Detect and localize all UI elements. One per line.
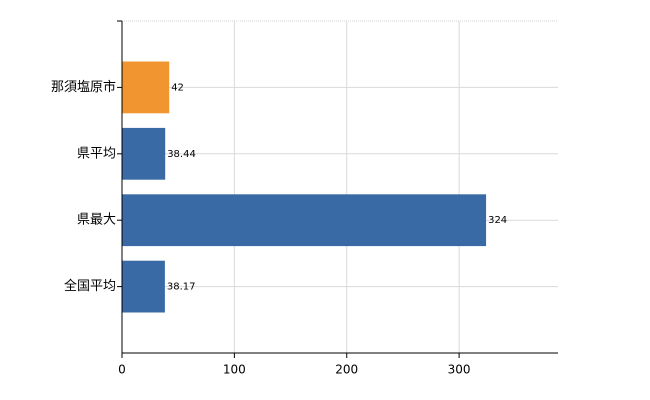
- bar: [122, 194, 487, 247]
- x-tick-label: 100: [223, 363, 246, 377]
- data-label: 38.44: [167, 149, 196, 160]
- bar: [122, 260, 165, 313]
- y-tick-label: 全国平均: [64, 278, 116, 294]
- x-tick-label: 200: [335, 363, 358, 377]
- x-tick-label: 300: [448, 363, 471, 377]
- data-label: 42: [171, 82, 184, 93]
- bar: [122, 127, 166, 180]
- y-tick-label: 県最大: [77, 213, 116, 228]
- bar: [122, 61, 170, 114]
- x-tick-label: 0: [118, 363, 126, 377]
- y-tick-label: 県平均: [77, 146, 116, 161]
- y-tick-label: 那須塩原市: [51, 79, 116, 95]
- data-label: 324: [488, 215, 507, 226]
- data-label: 38.17: [167, 282, 196, 293]
